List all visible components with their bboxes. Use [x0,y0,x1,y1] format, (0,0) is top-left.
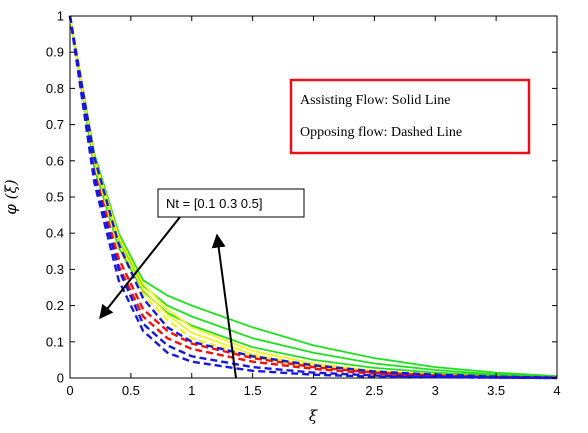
nt-annotation: Nt = [0.1 0.3 0.5] [157,188,305,218]
x-tick-label: 3.5 [487,383,505,398]
x-tick-label: 4 [553,383,560,398]
x-tick-label: 0.5 [122,383,140,398]
y-tick-label: 0.4 [46,226,64,241]
series-line-blue-dashed-8 [68,15,558,379]
y-tick-label: 0.9 [46,45,64,60]
x-tick-label: 3 [432,383,439,398]
x-tick-label: 2 [310,383,317,398]
flow-legend-border [289,78,531,155]
x-tick-label: 1.5 [244,383,262,398]
y-tick-label: 1 [57,9,64,24]
y-tick-label: 0.2 [46,298,64,313]
y-tick-label: 0 [57,371,64,386]
nt-annotation-text: Nt = [0.1 0.3 0.5] [166,196,262,211]
y-tick-label: 0.6 [46,153,64,168]
flow-legend-line-1: Assisting Flow: Solid Line [300,93,451,108]
nt-arrow-up [211,233,237,379]
flow-legend-line-2: Opposing flow: Dashed Line [300,125,462,140]
series-line-green-solid-0 [69,15,558,378]
flow-legend-box: Assisting Flow: Solid Line Opposing flow… [289,78,531,155]
plot-area [69,15,558,379]
ticks-group: 0 0.5 1 1.5 2 2.5 3 3.5 4 0 0.1 0.2 0.3 0.4 0.5 0.6 0.7 0… [46,9,561,399]
series-line-blue-dashed-10 [68,15,558,380]
x-axis-label: ξ [309,407,318,425]
x-tick-label: 1 [188,383,195,398]
nt-arrow-down [99,216,181,320]
curves-group [68,15,558,380]
y-tick-label: 0.8 [46,81,64,96]
y-tick-label: 0.5 [46,190,64,205]
series-line-red-dashed-7 [68,15,558,379]
x-tick-label: 2.5 [365,383,383,398]
y-tick-label: 0.1 [46,334,64,349]
y-axis-label: φ (ξ) [2,179,20,214]
y-tick-label: 0.3 [46,262,64,277]
x-tick-label: 0 [66,383,73,398]
series-line-red-dashed-6 [68,15,558,379]
y-tick-label: 0.7 [46,117,64,132]
nt-annotation-box [157,188,305,218]
